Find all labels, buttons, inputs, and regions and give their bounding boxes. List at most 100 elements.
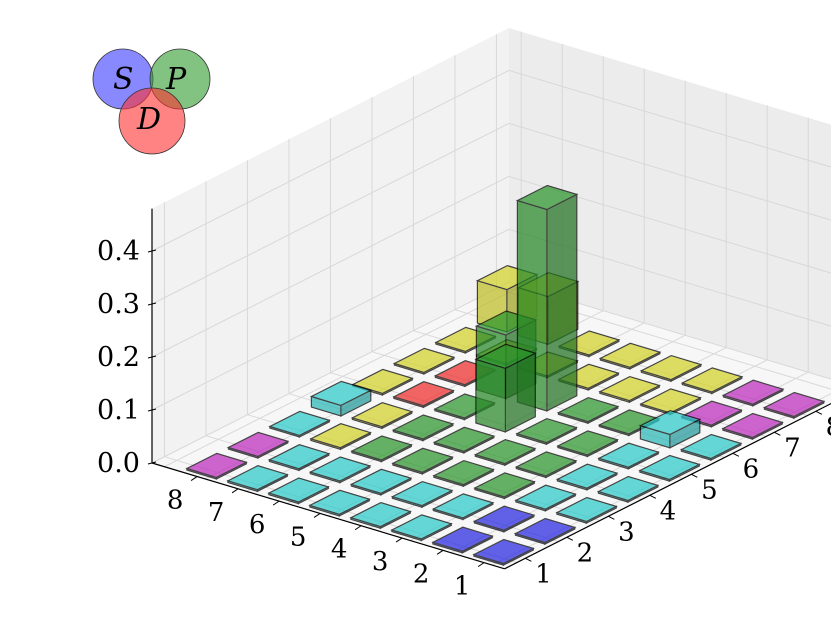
x-tick [436, 549, 444, 555]
bar-face-top [639, 354, 703, 381]
bar [432, 426, 496, 454]
bar [721, 379, 785, 407]
bar [308, 456, 372, 484]
bar [721, 412, 784, 441]
x-axis-line [151, 462, 505, 570]
y-tick [566, 536, 574, 541]
bar-face-top [349, 468, 413, 494]
z-tick [147, 408, 157, 412]
bar-face-top [472, 538, 535, 565]
bar [596, 475, 660, 504]
bar-face-top [350, 435, 413, 461]
bar [639, 388, 702, 416]
x-tick-label: 6 [249, 510, 266, 540]
y-tick [525, 557, 532, 562]
x-tick-label: 2 [413, 559, 430, 589]
x-tick [477, 562, 485, 568]
z-tick-label: 0.1 [97, 395, 140, 426]
bar-face-top [472, 505, 536, 531]
bar [392, 347, 456, 375]
bar-face-top [350, 402, 414, 428]
venn-label-s: S [113, 62, 134, 97]
bar-face-top [267, 444, 331, 470]
bars-layer [185, 184, 826, 567]
x-tick [231, 488, 239, 494]
bar [514, 451, 578, 479]
bar-face-top [514, 484, 577, 510]
bar-face-top [391, 414, 455, 440]
bar-face-top [309, 423, 372, 449]
y-axis-line [504, 402, 831, 570]
bar-face-top [639, 388, 702, 414]
bar-face-right [475, 358, 506, 433]
bar [472, 538, 535, 567]
bar-face-top [596, 475, 660, 502]
x-tick-label: 4 [331, 535, 348, 565]
bar-face-top [515, 184, 579, 211]
bar-face-top [638, 454, 701, 481]
bar [390, 514, 453, 542]
bar [598, 375, 661, 404]
x-tick [272, 500, 280, 506]
bar-face-top [555, 463, 619, 489]
bar-face-top [514, 451, 578, 477]
bar [473, 472, 536, 500]
bar-face-top [432, 426, 496, 452]
z-tick-label: 0.0 [97, 448, 140, 479]
bar [351, 368, 414, 396]
bar-face-top [351, 368, 414, 395]
x-tick [313, 513, 321, 518]
bar [680, 367, 744, 395]
bar-face-top [431, 526, 494, 552]
bar [350, 402, 414, 430]
bar [309, 380, 373, 417]
y-tick-label: 6 [743, 454, 760, 484]
bar-face-top [473, 472, 536, 498]
x-tick-label: 5 [290, 522, 307, 552]
bar-face-top [390, 480, 454, 507]
y-tick [691, 473, 698, 478]
bar [390, 480, 454, 509]
bar [556, 396, 620, 425]
grid-line [151, 69, 831, 252]
bar-face-top [309, 380, 373, 407]
x-tick [395, 537, 403, 543]
z-tick [147, 355, 157, 359]
bar-face-top [555, 496, 618, 523]
grid-line [151, 175, 831, 358]
bar-face-top [432, 459, 495, 486]
bar-face-top [267, 477, 330, 503]
bar [391, 414, 455, 442]
bar-face-top [308, 489, 371, 515]
y-tick-label: 4 [660, 496, 677, 526]
bar-face-top [226, 465, 289, 491]
bar [762, 391, 826, 420]
y-tick-label: 1 [535, 559, 552, 589]
bar [474, 343, 537, 433]
bar [350, 435, 413, 463]
y-tick [649, 494, 657, 499]
bar-face-top [597, 442, 660, 468]
bar [268, 410, 331, 438]
bar [226, 431, 290, 459]
bar-face-top [556, 396, 620, 423]
bar-face-top [515, 417, 578, 444]
y-tick-label: 8 [826, 412, 831, 442]
grid-line [164, 285, 522, 468]
bar-face-top [185, 452, 248, 479]
bar [391, 447, 454, 475]
y-tick [732, 452, 740, 457]
bar-face-top [391, 447, 454, 473]
bar [349, 501, 412, 530]
y-tick [815, 410, 823, 415]
bar-face-top [762, 391, 826, 418]
x-tick-label: 1 [454, 572, 471, 602]
bar [431, 493, 495, 521]
y-tick-label: 2 [577, 538, 594, 568]
bar [638, 454, 701, 483]
bar-face-top [392, 381, 455, 407]
z-tick-label: 0.2 [97, 342, 140, 373]
bar-face-top [431, 493, 495, 519]
bar-face-top [349, 501, 412, 528]
